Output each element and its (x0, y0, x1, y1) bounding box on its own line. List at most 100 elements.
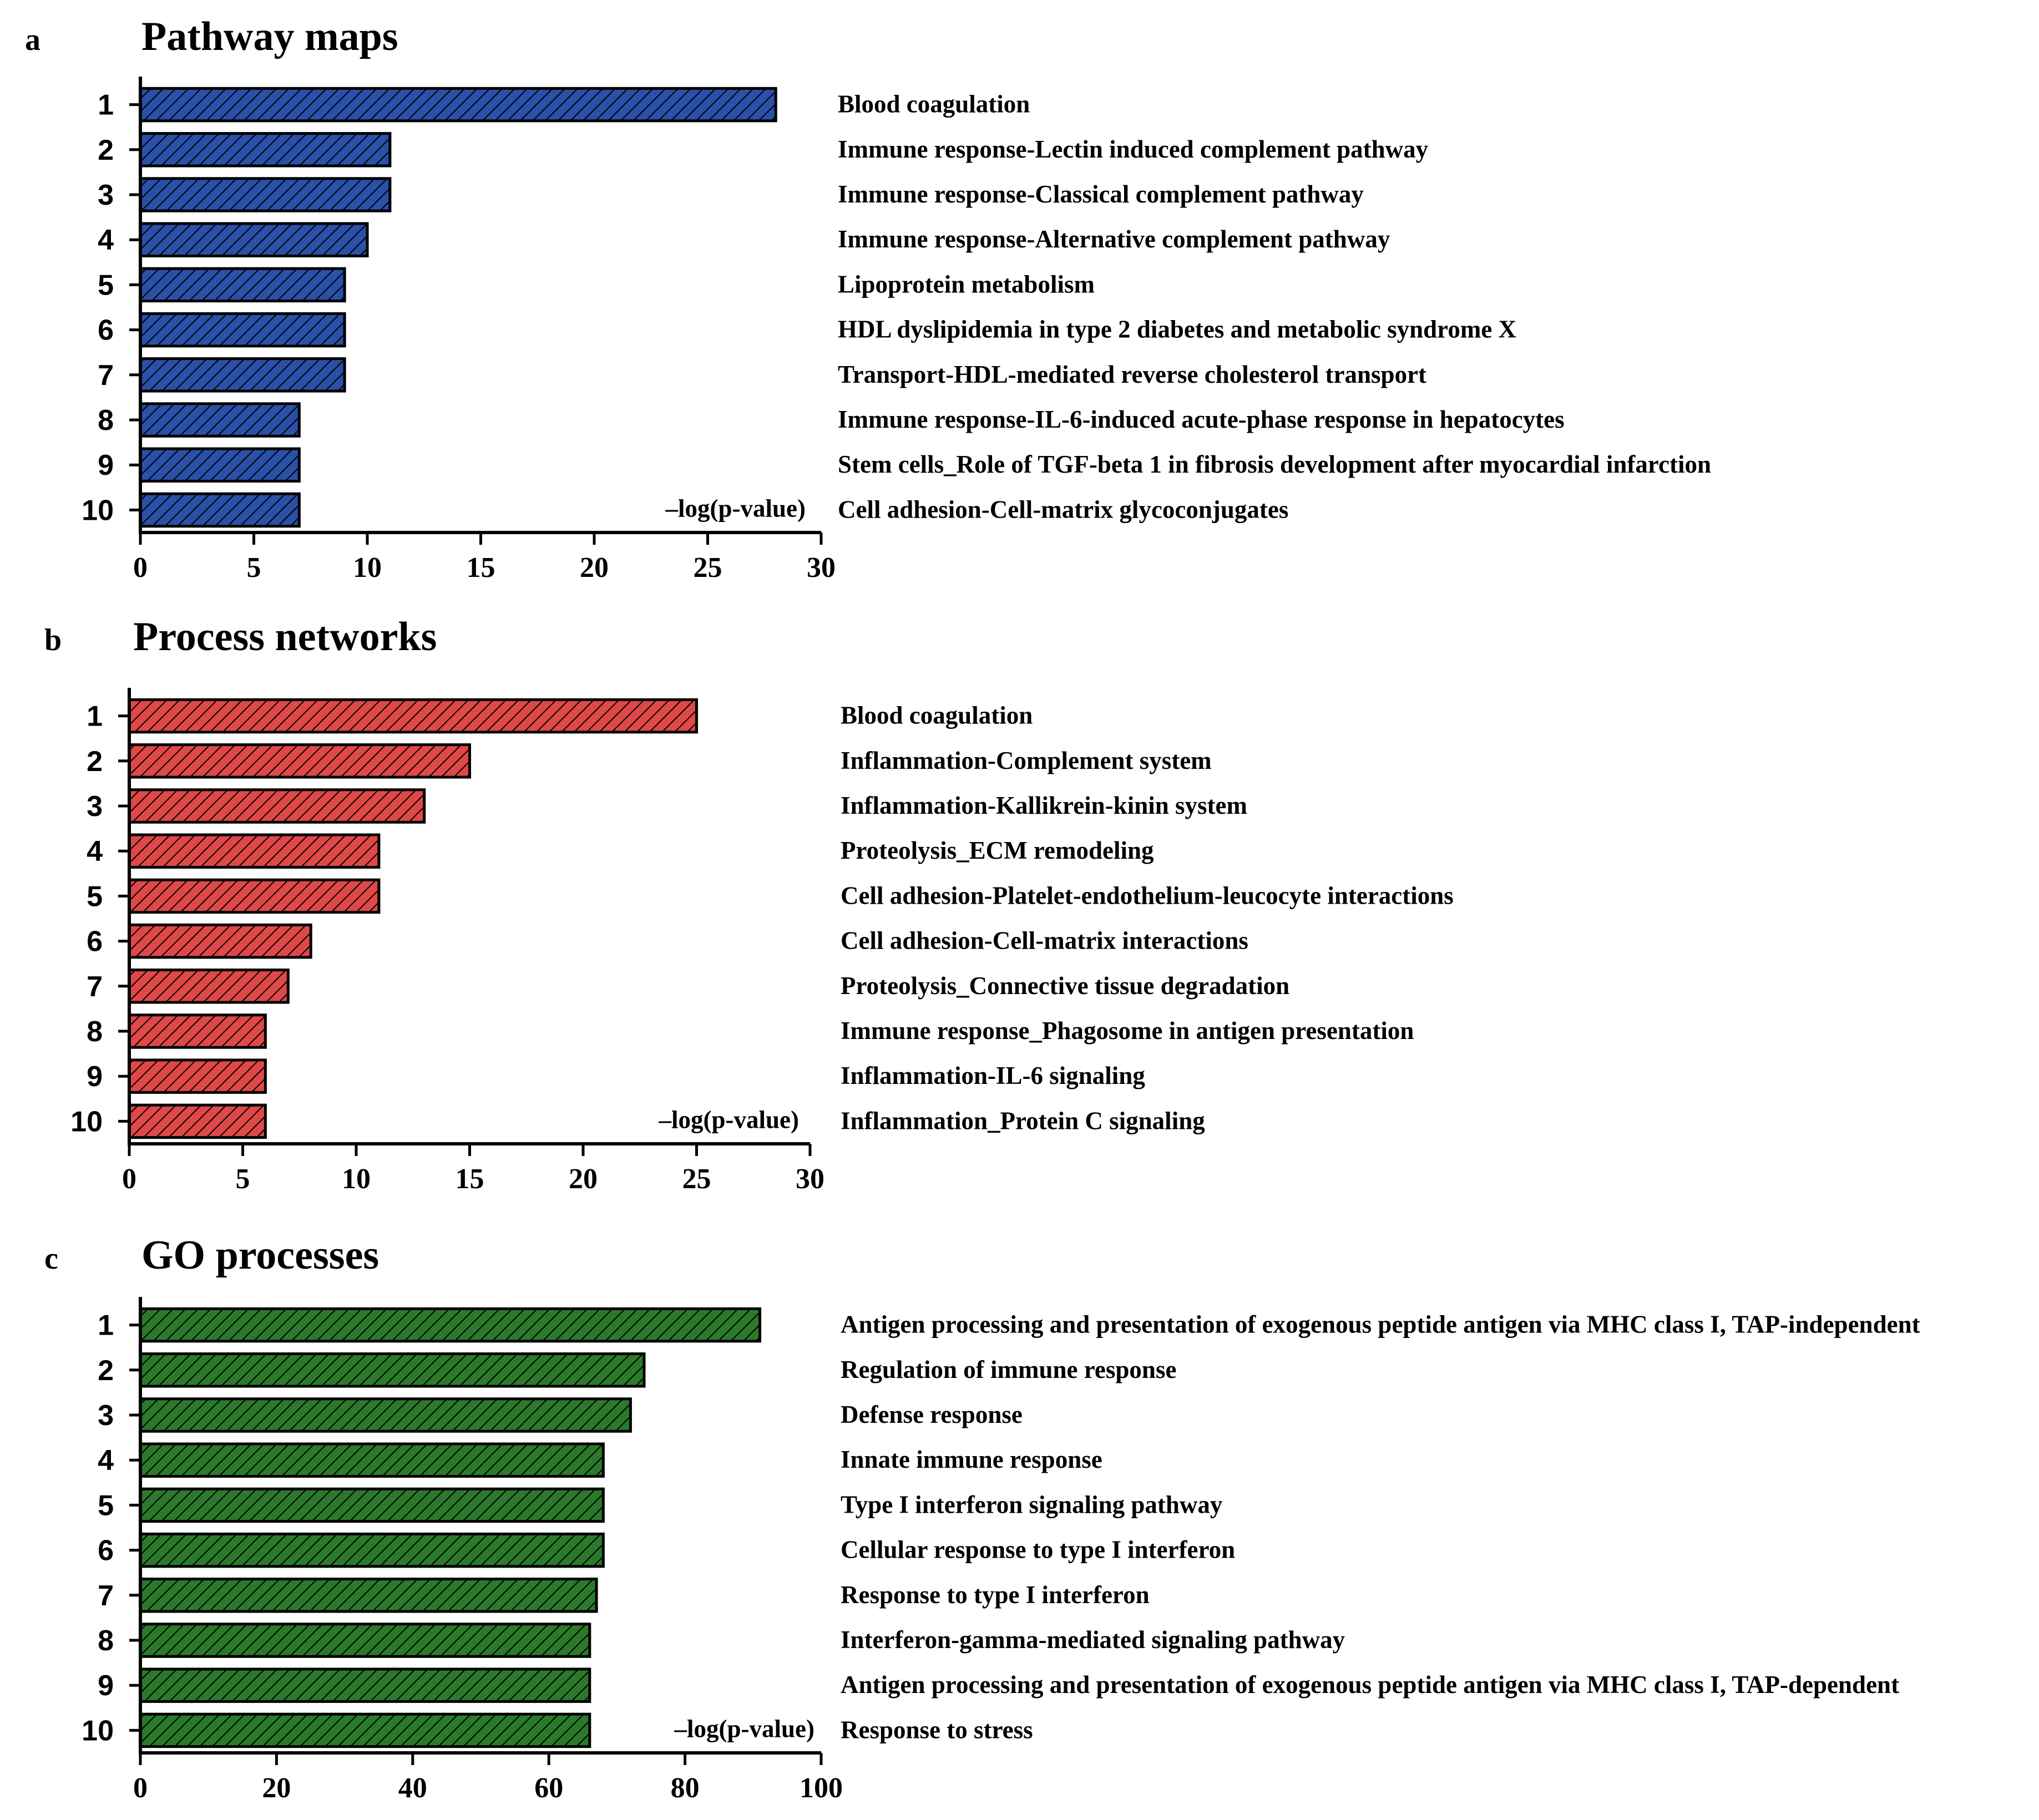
x-tick-label: 0 (133, 552, 148, 584)
x-tick-label: 5 (236, 1163, 250, 1195)
y-tick-label: 2 (98, 134, 114, 166)
category-description: Antigen processing and presentation of e… (841, 1671, 1899, 1699)
bar-c-3 (139, 1397, 632, 1433)
bar-a-8 (139, 402, 301, 438)
y-tick-label: 8 (98, 1625, 114, 1657)
y-tick-label: 7 (87, 971, 103, 1003)
category-description: Proteolysis_Connective tissue degradatio… (841, 972, 1289, 1000)
x-tick-label: 25 (682, 1163, 711, 1195)
category-description: Cell adhesion-Cell-matrix interactions (841, 927, 1248, 955)
bar-b-1 (128, 698, 698, 734)
bar-a-7 (139, 357, 346, 393)
bar-a-3 (139, 177, 392, 212)
y-tick-label: 4 (98, 1444, 114, 1477)
y-tick-label: 10 (82, 1715, 114, 1747)
category-description: Response to type I interferon (841, 1581, 1150, 1609)
y-tick-label: 3 (98, 1400, 114, 1432)
y-tick-label: 5 (87, 880, 103, 912)
category-description: Blood coagulation (841, 702, 1033, 729)
y-tick-label: 7 (98, 359, 114, 392)
y-tick-label: 3 (87, 790, 103, 823)
category-description: Type I interferon signaling pathway (841, 1491, 1223, 1518)
y-tick-label: 10 (70, 1106, 103, 1138)
category-description: Proteolysis_ECM remodeling (841, 837, 1154, 864)
bar-a-2 (139, 132, 392, 168)
category-description: Stem cells_Role of TGF-beta 1 in fibrosi… (838, 450, 1711, 478)
bar-b-3 (128, 788, 426, 824)
x-tick-label: 20 (580, 552, 609, 584)
category-description: Blood coagulation (838, 90, 1030, 118)
x-axis-title: –log(p-value) (665, 494, 806, 522)
category-description: Transport-HDL-mediated reverse cholester… (838, 361, 1426, 388)
category-description: Immune response-Lectin induced complemen… (838, 135, 1429, 163)
y-tick-label: 1 (98, 1310, 114, 1342)
y-tick-label: 7 (98, 1580, 114, 1612)
bar-a-10 (139, 492, 301, 528)
x-tick-label: 40 (398, 1772, 427, 1804)
chart-title: Pathway maps (141, 14, 398, 59)
category-description: HDL dyslipidemia in type 2 diabetes and … (838, 316, 1516, 343)
x-tick-label: 80 (671, 1772, 700, 1804)
bar-b-2 (128, 743, 471, 779)
bar-c-7 (139, 1578, 598, 1613)
y-tick-label: 1 (98, 89, 114, 121)
bar-a-1 (139, 87, 777, 123)
chart-panel-c: c GO processes 1 Antigen processing and pre… (44, 1233, 1920, 1804)
y-tick-label: 3 (98, 179, 114, 211)
category-description: Innate immune response (841, 1446, 1102, 1473)
bar-b-4 (128, 833, 381, 869)
category-description: Immune response-Classical complement pat… (838, 180, 1364, 208)
y-tick-label: 1 (87, 701, 103, 733)
x-tick-label: 0 (133, 1772, 148, 1804)
x-tick-label: 5 (247, 552, 261, 584)
bar-c-2 (139, 1352, 646, 1388)
category-description: Interferon-gamma-mediated signaling path… (841, 1626, 1345, 1654)
y-tick-label: 6 (98, 315, 114, 347)
x-tick-label: 30 (807, 552, 836, 584)
y-tick-label: 8 (98, 404, 114, 437)
bar-c-10 (139, 1712, 591, 1748)
category-description: Inflammation-Complement system (841, 747, 1212, 774)
category-description: Inflammation-Kallikrein-kinin system (841, 792, 1247, 819)
panel-letter: a (25, 23, 41, 57)
category-description: Inflammation_Protein C signaling (841, 1107, 1205, 1134)
bar-b-10 (128, 1103, 267, 1139)
bar-b-7 (128, 969, 290, 1004)
bar-b-5 (128, 878, 381, 914)
bar-c-6 (139, 1532, 605, 1568)
bar-b-6 (128, 923, 312, 959)
y-tick-label: 9 (98, 1670, 114, 1702)
y-tick-label: 6 (87, 926, 103, 958)
category-description: Antigen processing and presentation of e… (841, 1311, 1920, 1339)
y-tick-label: 5 (98, 1489, 114, 1522)
x-tick-label: 10 (342, 1163, 371, 1195)
panel-letter: b (44, 623, 62, 657)
bar-c-9 (139, 1667, 591, 1703)
y-tick-label: 10 (82, 494, 114, 526)
y-tick-label: 9 (87, 1061, 103, 1093)
category-description: Regulation of immune response (841, 1356, 1176, 1383)
category-description: Cell adhesion-Platelet-endothelium-leuco… (841, 881, 1454, 909)
x-tick-label: 100 (800, 1772, 843, 1804)
category-description: Inflammation-IL-6 signaling (841, 1062, 1145, 1089)
bar-b-9 (128, 1058, 267, 1094)
category-description: Immune response-Alternative complement p… (838, 225, 1390, 253)
category-description: Immune response_Phagosome in antigen pre… (841, 1017, 1414, 1045)
category-description: Defense response (841, 1401, 1023, 1428)
bar-a-4 (139, 222, 369, 257)
x-tick-label: 30 (796, 1163, 824, 1195)
y-tick-label: 4 (98, 224, 114, 256)
category-description: Immune response-IL-6-induced acute-phase… (838, 405, 1565, 433)
panel-letter: c (44, 1241, 58, 1276)
bar-c-8 (139, 1623, 591, 1658)
bar-b-8 (128, 1013, 267, 1049)
x-tick-label: 15 (467, 552, 495, 584)
y-tick-label: 2 (87, 746, 103, 778)
y-tick-label: 4 (87, 835, 103, 868)
y-tick-label: 2 (98, 1355, 114, 1387)
y-tick-label: 6 (98, 1535, 114, 1567)
x-axis-title: –log(p-value) (659, 1106, 800, 1133)
y-tick-label: 8 (87, 1016, 103, 1048)
x-tick-label: 20 (262, 1772, 291, 1804)
